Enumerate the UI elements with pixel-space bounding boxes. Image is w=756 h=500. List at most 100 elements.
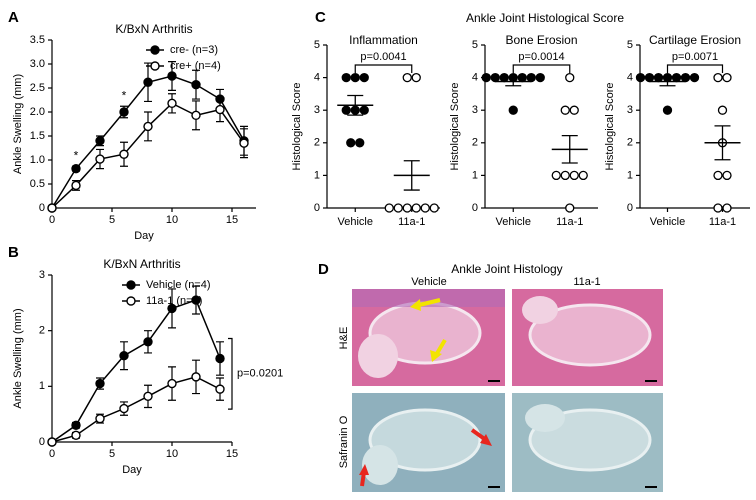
data-point	[119, 403, 129, 414]
x-tick-label: 0	[49, 448, 55, 460]
data-point	[569, 170, 579, 181]
data-point	[722, 72, 732, 83]
legend-marker	[126, 280, 136, 290]
data-point	[565, 72, 575, 83]
data-point	[95, 378, 105, 389]
y-tick-label: 5	[314, 39, 320, 51]
y-tick-label: 1.5	[30, 130, 45, 142]
data-point	[717, 105, 728, 115]
y-tick-label: 0	[39, 202, 45, 214]
y-axis-label: Ankle Swelling (mm)	[12, 74, 24, 174]
x-tick-label: 15	[226, 448, 238, 460]
data-point	[143, 391, 153, 402]
y-tick-label: 1	[314, 169, 320, 181]
y-tick-label: 2	[314, 137, 320, 149]
significance-star: *	[122, 88, 127, 102]
data-point	[644, 72, 655, 83]
data-point	[551, 170, 561, 181]
data-point	[71, 163, 81, 174]
y-axis-label: Ankle Swelling (mm)	[12, 308, 24, 408]
row-label: H&E	[338, 327, 350, 350]
error-bar	[347, 94, 364, 116]
y-tick-label: 2	[472, 137, 478, 149]
data-point	[47, 437, 57, 447]
error-bar	[659, 76, 676, 87]
legend-label: 11a-1 (n=5)	[146, 295, 202, 307]
x-tick-label: Vehicle	[338, 216, 373, 228]
data-point	[167, 98, 177, 109]
x-tick-label: 11a-1	[398, 216, 425, 228]
data-point	[402, 203, 412, 213]
data-point	[429, 203, 439, 213]
data-point	[191, 79, 201, 90]
y-tick-label: 4	[627, 72, 633, 84]
y-axis-label: Histological Score	[449, 82, 461, 170]
y-tick-label: 2.0	[30, 106, 45, 118]
data-point	[71, 420, 81, 430]
error-bar	[561, 134, 578, 164]
y-tick-label: 2	[39, 325, 45, 337]
chart-title: Inflammation	[349, 33, 418, 47]
data-point	[560, 105, 570, 115]
error-bar	[505, 76, 522, 87]
data-point	[359, 105, 369, 115]
panel-title: Ankle Joint Histology	[451, 262, 562, 276]
error-bar	[403, 160, 420, 191]
legend-marker	[150, 45, 160, 55]
data-point	[191, 295, 201, 305]
data-point	[47, 203, 57, 213]
p-bracket	[354, 64, 413, 73]
y-axis-label: Histological Score	[291, 82, 303, 170]
column-label: Vehicle	[411, 276, 446, 288]
data-point	[411, 72, 421, 83]
y-tick-label: 4	[472, 72, 478, 84]
y-tick-label: 5	[627, 39, 633, 51]
y-tick-label: 3.5	[30, 34, 45, 46]
chart-title: Cartilage Erosion	[649, 33, 741, 47]
histology-images	[352, 289, 663, 492]
data-point	[143, 121, 153, 132]
panel-letter: C	[315, 9, 326, 26]
y-tick-label: 3	[314, 104, 320, 116]
y-tick-label: 5	[472, 39, 478, 51]
x-tick-label: Vehicle	[496, 216, 531, 228]
p-bracket	[228, 337, 233, 410]
x-tick-label: 5	[109, 448, 115, 460]
y-tick-label: 2	[627, 137, 633, 149]
y-tick-label: 3	[39, 269, 45, 281]
x-tick-label: 5	[109, 214, 115, 226]
p-value: p=0.0041	[360, 51, 406, 63]
x-tick-label: 11a-1	[709, 216, 736, 228]
p-value: p=0.0071	[672, 51, 718, 63]
y-tick-label: 3	[472, 104, 478, 116]
data-point	[341, 72, 351, 83]
legend-marker	[126, 296, 136, 306]
significance-star: *	[74, 148, 79, 162]
legend-label: cre+ (n=4)	[170, 60, 221, 72]
data-point	[95, 154, 105, 164]
data-point	[191, 110, 201, 121]
data-point	[95, 136, 105, 146]
x-tick-label: 10	[166, 448, 178, 460]
panel-title: Ankle Joint Histological Score	[466, 11, 624, 25]
y-tick-label: 0	[39, 436, 45, 448]
x-axis-label: Day	[122, 464, 142, 476]
x-tick-label: 11a-1	[556, 216, 583, 228]
series-line	[51, 299, 221, 443]
y-tick-label: 1	[472, 169, 478, 181]
data-point	[346, 138, 356, 148]
y-tick-label: 3	[627, 104, 633, 116]
p-value: p=0.0014	[518, 51, 564, 63]
p-bracket	[512, 64, 571, 73]
x-tick-label: 15	[226, 214, 238, 226]
x-tick-label: 10	[166, 214, 178, 226]
data-point	[713, 72, 723, 83]
data-point	[215, 353, 225, 364]
data-point	[578, 170, 588, 181]
panel-letter: D	[318, 261, 329, 278]
data-point	[713, 170, 723, 181]
data-point	[722, 203, 732, 213]
y-tick-label: 2.5	[30, 82, 45, 94]
data-point	[119, 149, 129, 159]
